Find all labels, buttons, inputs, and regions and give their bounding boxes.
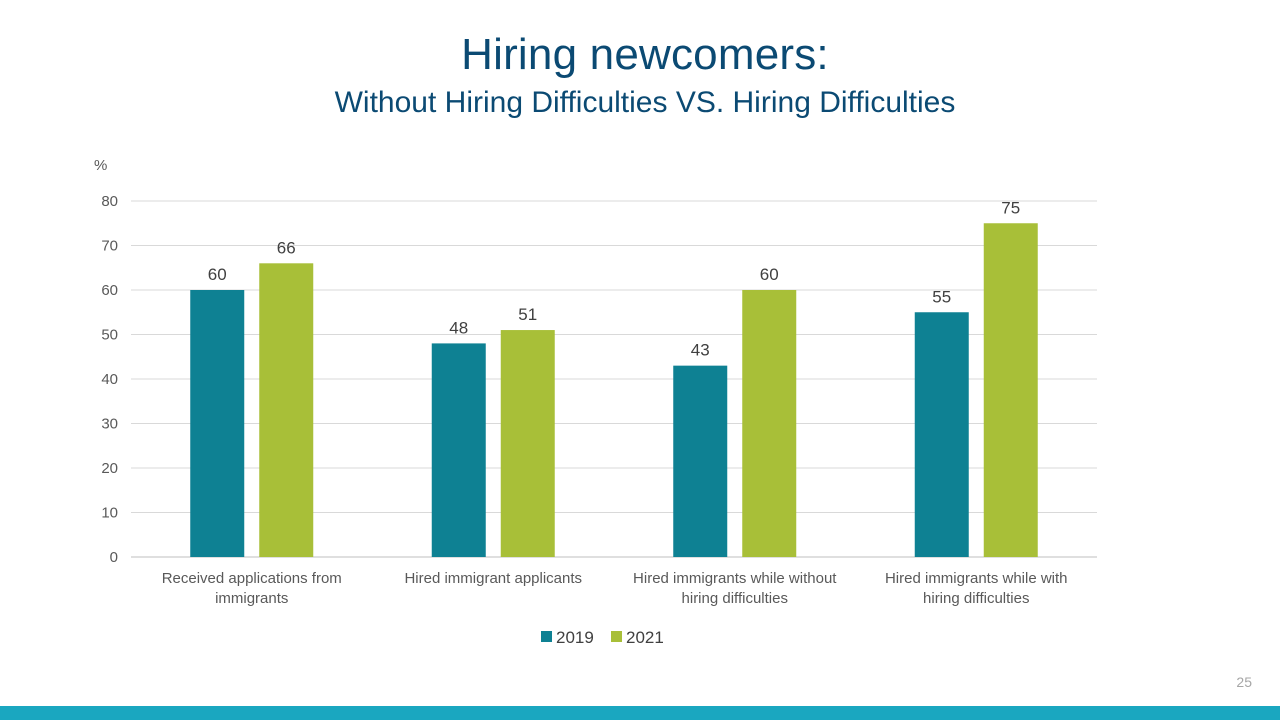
data-label-2019-3: 55 bbox=[932, 287, 951, 306]
bar-2021-3 bbox=[983, 223, 1038, 557]
slide-subtitle: Without Hiring Difficulties VS. Hiring D… bbox=[334, 86, 956, 119]
y-tick-label: 60 bbox=[101, 282, 118, 299]
legend-swatch-2019 bbox=[541, 631, 552, 642]
y-axis-ticks: 0 10 20 30 40 50 60 70 80 bbox=[101, 193, 118, 566]
bar-2019-0 bbox=[190, 290, 245, 557]
page-number: 25 bbox=[1236, 674, 1252, 690]
y-axis-unit-label: % bbox=[94, 157, 107, 174]
data-label-2021-0: 66 bbox=[277, 238, 296, 257]
legend-label-2021: 2021 bbox=[626, 628, 664, 647]
y-tick-label: 70 bbox=[101, 238, 118, 255]
y-tick-label: 10 bbox=[101, 505, 118, 522]
slide-title: Hiring newcomers: bbox=[461, 30, 829, 79]
bar-2021-1 bbox=[500, 330, 555, 557]
category-label: hiring difficulties bbox=[923, 590, 1029, 607]
legend: 2019 2021 bbox=[541, 628, 664, 647]
y-tick-label: 30 bbox=[101, 416, 118, 433]
category-label: Hired immigrant applicants bbox=[404, 570, 582, 587]
data-label-2021-3: 75 bbox=[1001, 198, 1020, 217]
data-label-2019-1: 48 bbox=[449, 318, 468, 337]
data-label-2019-0: 60 bbox=[208, 265, 227, 284]
legend-label-2019: 2019 bbox=[556, 628, 594, 647]
category-label: Hired immigrants while without bbox=[633, 570, 837, 587]
category-label: immigrants bbox=[215, 590, 288, 607]
data-label-2019-2: 43 bbox=[691, 341, 710, 360]
category-label: hiring difficulties bbox=[682, 590, 788, 607]
bar-2021-0 bbox=[259, 263, 314, 557]
bar-2019-1 bbox=[431, 343, 486, 557]
y-tick-label: 80 bbox=[101, 193, 118, 210]
footer-bar bbox=[0, 706, 1280, 720]
category-labels: Received applications from immigrants Hire… bbox=[162, 570, 1068, 607]
y-tick-label: 50 bbox=[101, 327, 118, 344]
bars bbox=[190, 223, 1038, 557]
y-tick-label: 40 bbox=[101, 371, 118, 388]
bar-2019-3 bbox=[914, 312, 969, 557]
y-tick-label: 20 bbox=[101, 460, 118, 477]
bar-2019-2 bbox=[673, 365, 728, 557]
y-tick-label: 0 bbox=[110, 549, 118, 566]
data-labels: 60 48 43 55 66 51 60 75 bbox=[208, 198, 1020, 359]
category-label: Hired immigrants while with bbox=[885, 570, 1068, 587]
data-label-2021-2: 60 bbox=[760, 265, 779, 284]
legend-swatch-2021 bbox=[611, 631, 622, 642]
bar-2021-2 bbox=[742, 290, 797, 557]
category-label: Received applications from bbox=[162, 570, 342, 587]
data-label-2021-1: 51 bbox=[518, 305, 537, 324]
bar-chart: % 0 10 20 30 40 50 60 70 80 60 48 43 55 66 51 60 75 Rec… bbox=[94, 157, 1097, 647]
